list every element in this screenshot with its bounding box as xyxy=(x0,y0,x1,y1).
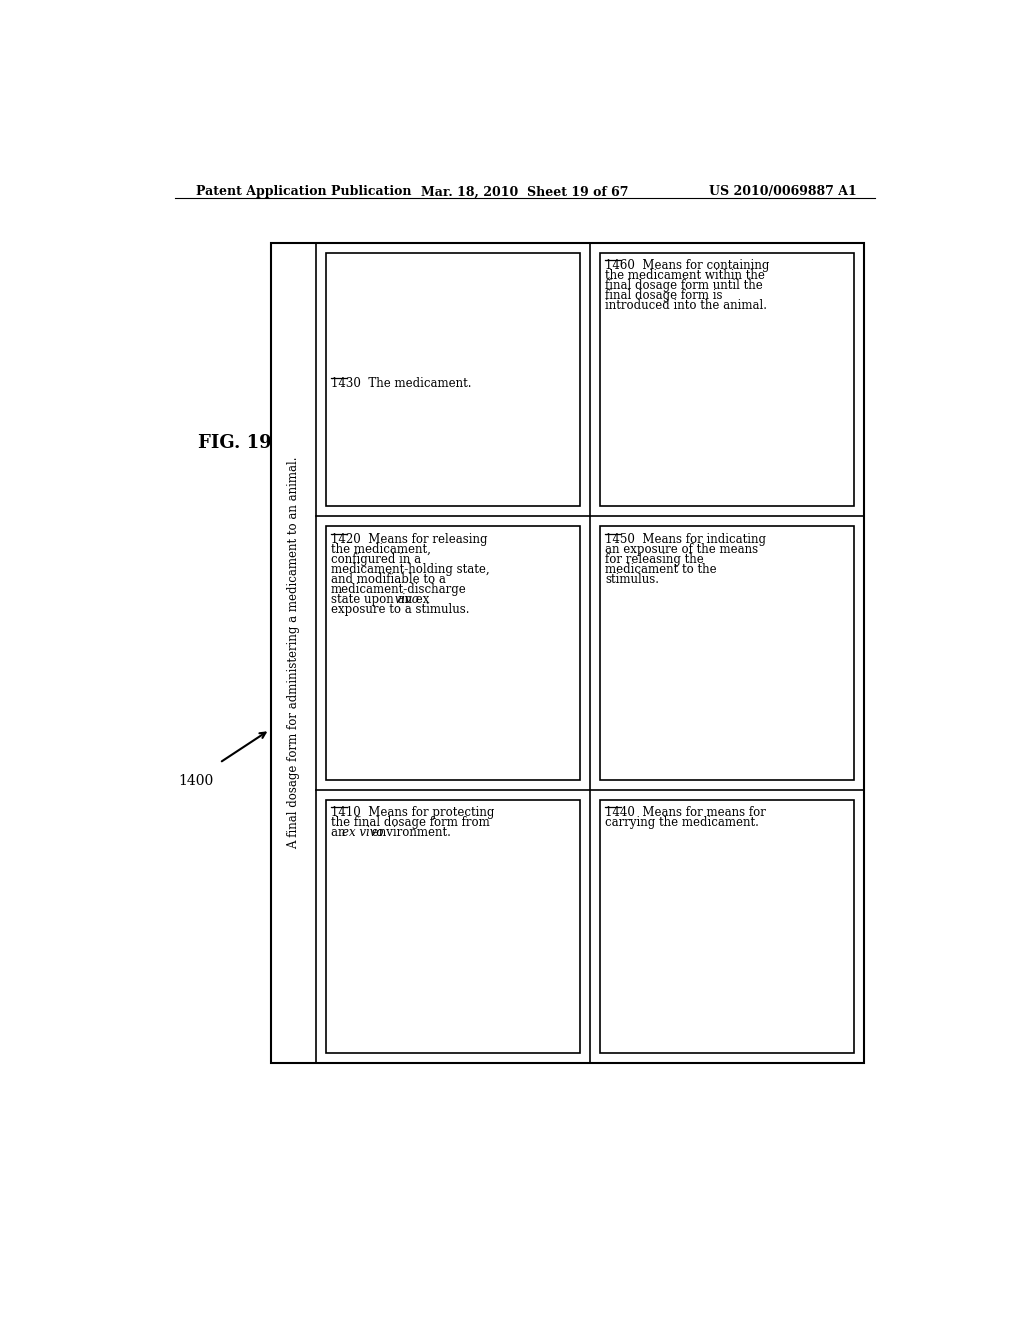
Text: medicament-discharge: medicament-discharge xyxy=(331,582,467,595)
Text: the medicament,: the medicament, xyxy=(331,543,431,556)
Text: exposure to a stimulus.: exposure to a stimulus. xyxy=(331,603,470,615)
Bar xyxy=(600,800,854,1053)
Text: and modifiable to a: and modifiable to a xyxy=(331,573,445,586)
Text: Mar. 18, 2010  Sheet 19 of 67: Mar. 18, 2010 Sheet 19 of 67 xyxy=(421,185,629,198)
Text: ex vivo: ex vivo xyxy=(342,826,384,840)
Text: carrying the medicament.: carrying the medicament. xyxy=(605,816,759,829)
Text: 1420  Means for releasing: 1420 Means for releasing xyxy=(331,533,487,545)
Text: environment.: environment. xyxy=(368,826,451,840)
Text: the final dosage form from: the final dosage form from xyxy=(331,816,489,829)
Text: 1400: 1400 xyxy=(178,775,214,788)
Text: 1430  The medicament.: 1430 The medicament. xyxy=(331,376,471,389)
Bar xyxy=(327,527,581,780)
Text: 1410  Means for protecting: 1410 Means for protecting xyxy=(331,807,495,818)
Text: final dosage form is: final dosage form is xyxy=(605,289,723,302)
Text: final dosage form until the: final dosage form until the xyxy=(605,280,763,292)
Bar xyxy=(327,253,581,507)
Text: 1450  Means for indicating: 1450 Means for indicating xyxy=(605,533,766,545)
Text: introduced into the animal.: introduced into the animal. xyxy=(605,300,767,313)
Text: the medicament within the: the medicament within the xyxy=(605,269,765,282)
Text: configured in a: configured in a xyxy=(331,553,421,566)
Text: medicament to the: medicament to the xyxy=(605,562,717,576)
Text: an exposure of the means: an exposure of the means xyxy=(605,543,758,556)
Bar xyxy=(600,527,854,780)
Bar xyxy=(271,243,864,1063)
Text: an: an xyxy=(331,826,349,840)
Text: US 2010/0069887 A1: US 2010/0069887 A1 xyxy=(709,185,856,198)
Text: for releasing the: for releasing the xyxy=(605,553,703,566)
Text: FIG. 19: FIG. 19 xyxy=(198,434,271,453)
Text: state upon an ex: state upon an ex xyxy=(331,593,429,606)
Bar xyxy=(327,800,581,1053)
Text: stimulus.: stimulus. xyxy=(605,573,659,586)
Text: vivo: vivo xyxy=(391,593,419,606)
Text: 1440  Means for means for: 1440 Means for means for xyxy=(605,807,766,818)
Text: Patent Application Publication: Patent Application Publication xyxy=(197,185,412,198)
Text: A final dosage form for administering a medicament to an animal.: A final dosage form for administering a … xyxy=(288,457,300,849)
Bar xyxy=(600,253,854,507)
Text: medicament-holding state,: medicament-holding state, xyxy=(331,562,489,576)
Text: 1460  Means for containing: 1460 Means for containing xyxy=(605,259,769,272)
